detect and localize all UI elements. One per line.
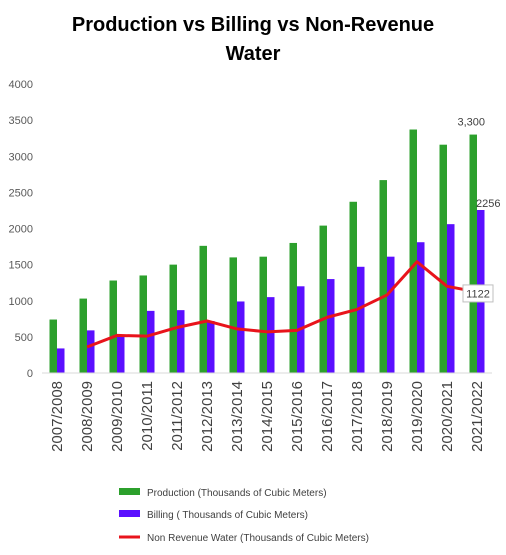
legend-item: Billing ( Thousands of Cubic Meters): [119, 510, 308, 521]
bar-production: [259, 256, 267, 373]
bar-production: [379, 180, 387, 373]
y-tick-label: 1000: [9, 296, 33, 308]
data-labels: 3,300 2256 1122: [457, 117, 500, 303]
bar-billing: [357, 266, 365, 373]
bar-billing: [387, 256, 395, 373]
y-tick-label: 2500: [9, 187, 33, 199]
legend-swatch: [119, 488, 140, 495]
legend-item: Non Revenue Water (Thousands of Cubic Me…: [119, 533, 369, 544]
x-tick-label: 2010/2011: [139, 381, 156, 451]
y-tick-label: 2000: [9, 224, 33, 236]
legend-swatch: [119, 510, 140, 517]
bar-billing: [87, 330, 95, 373]
x-tick-label: 2011/2012: [169, 381, 186, 451]
bar-billing: [267, 297, 275, 373]
bar-production: [109, 280, 117, 373]
bar-production: [319, 225, 327, 373]
bar-production: [409, 129, 417, 373]
x-tick-label: 2018/2019: [379, 381, 396, 452]
data-label-billing: 2256: [476, 198, 500, 210]
x-tick-label: 2015/2016: [289, 381, 306, 452]
x-tick-label: 2016/2017: [319, 381, 336, 452]
x-tick-label: 2012/2013: [199, 381, 216, 452]
bar-billing: [447, 224, 455, 373]
x-tick-label: 2007/2008: [49, 381, 66, 452]
bar-production: [439, 144, 447, 373]
bar-billing: [237, 301, 245, 373]
bar-production: [199, 245, 207, 373]
x-tick-label: 2014/2015: [259, 381, 276, 452]
bar-production: [169, 264, 177, 373]
bar-billing: [147, 310, 155, 373]
x-tick-label: 2008/2009: [79, 381, 96, 452]
x-tick-label: 2020/2021: [439, 381, 456, 452]
chart-title-line2: Water: [226, 43, 281, 65]
y-tick-label: 3000: [9, 151, 33, 163]
x-axis: 2007/2008 2008/2009 2009/2010 2010/2011 2011…: [49, 381, 486, 452]
legend-label: Billing ( Thousands of Cubic Meters): [147, 510, 308, 521]
y-tick-label: 4000: [9, 79, 33, 91]
data-label-non-revenue: 1122: [466, 288, 490, 300]
bar-billing: [327, 279, 335, 373]
bar-production: [469, 134, 477, 373]
y-tick-label: 3500: [9, 115, 33, 127]
x-tick-label: 2017/2018: [349, 381, 366, 452]
bar-production: [289, 242, 297, 373]
bar-production: [229, 257, 237, 373]
y-tick-label: 500: [15, 332, 33, 344]
x-tick-label: 2013/2014: [229, 381, 246, 452]
x-tick-label: 2021/2022: [469, 381, 486, 452]
legend: Production (Thousands of Cubic Meters) Bi…: [119, 488, 369, 544]
bar-billing: [177, 310, 185, 373]
bar-billing: [207, 320, 215, 373]
y-tick-label: 0: [27, 368, 33, 380]
legend-label: Production (Thousands of Cubic Meters): [147, 488, 327, 499]
x-tick-label: 2009/2010: [109, 381, 126, 452]
legend-item: Production (Thousands of Cubic Meters): [119, 488, 327, 499]
bar-production: [79, 298, 87, 373]
x-tick-label: 2019/2020: [409, 381, 426, 452]
bar-billing: [117, 336, 125, 373]
chart-title-line1: Production vs Billing vs Non-Revenue: [72, 14, 434, 36]
data-label-box: [462, 284, 494, 303]
bar-billing: [417, 242, 425, 373]
bar-billing: [57, 348, 65, 373]
bar-production: [49, 319, 57, 373]
data-label-production: 3,300: [457, 117, 485, 129]
line-non-revenue-water: [86, 260, 478, 349]
legend-label: Non Revenue Water (Thousands of Cubic Me…: [147, 533, 369, 544]
bar-production: [139, 275, 147, 373]
bar-production: [349, 201, 357, 373]
y-tick-label: 1500: [9, 260, 33, 272]
y-axis: 0 500 1000 1500 2000 2500 3000 3500 4000: [9, 79, 33, 380]
line-series: [86, 260, 478, 349]
